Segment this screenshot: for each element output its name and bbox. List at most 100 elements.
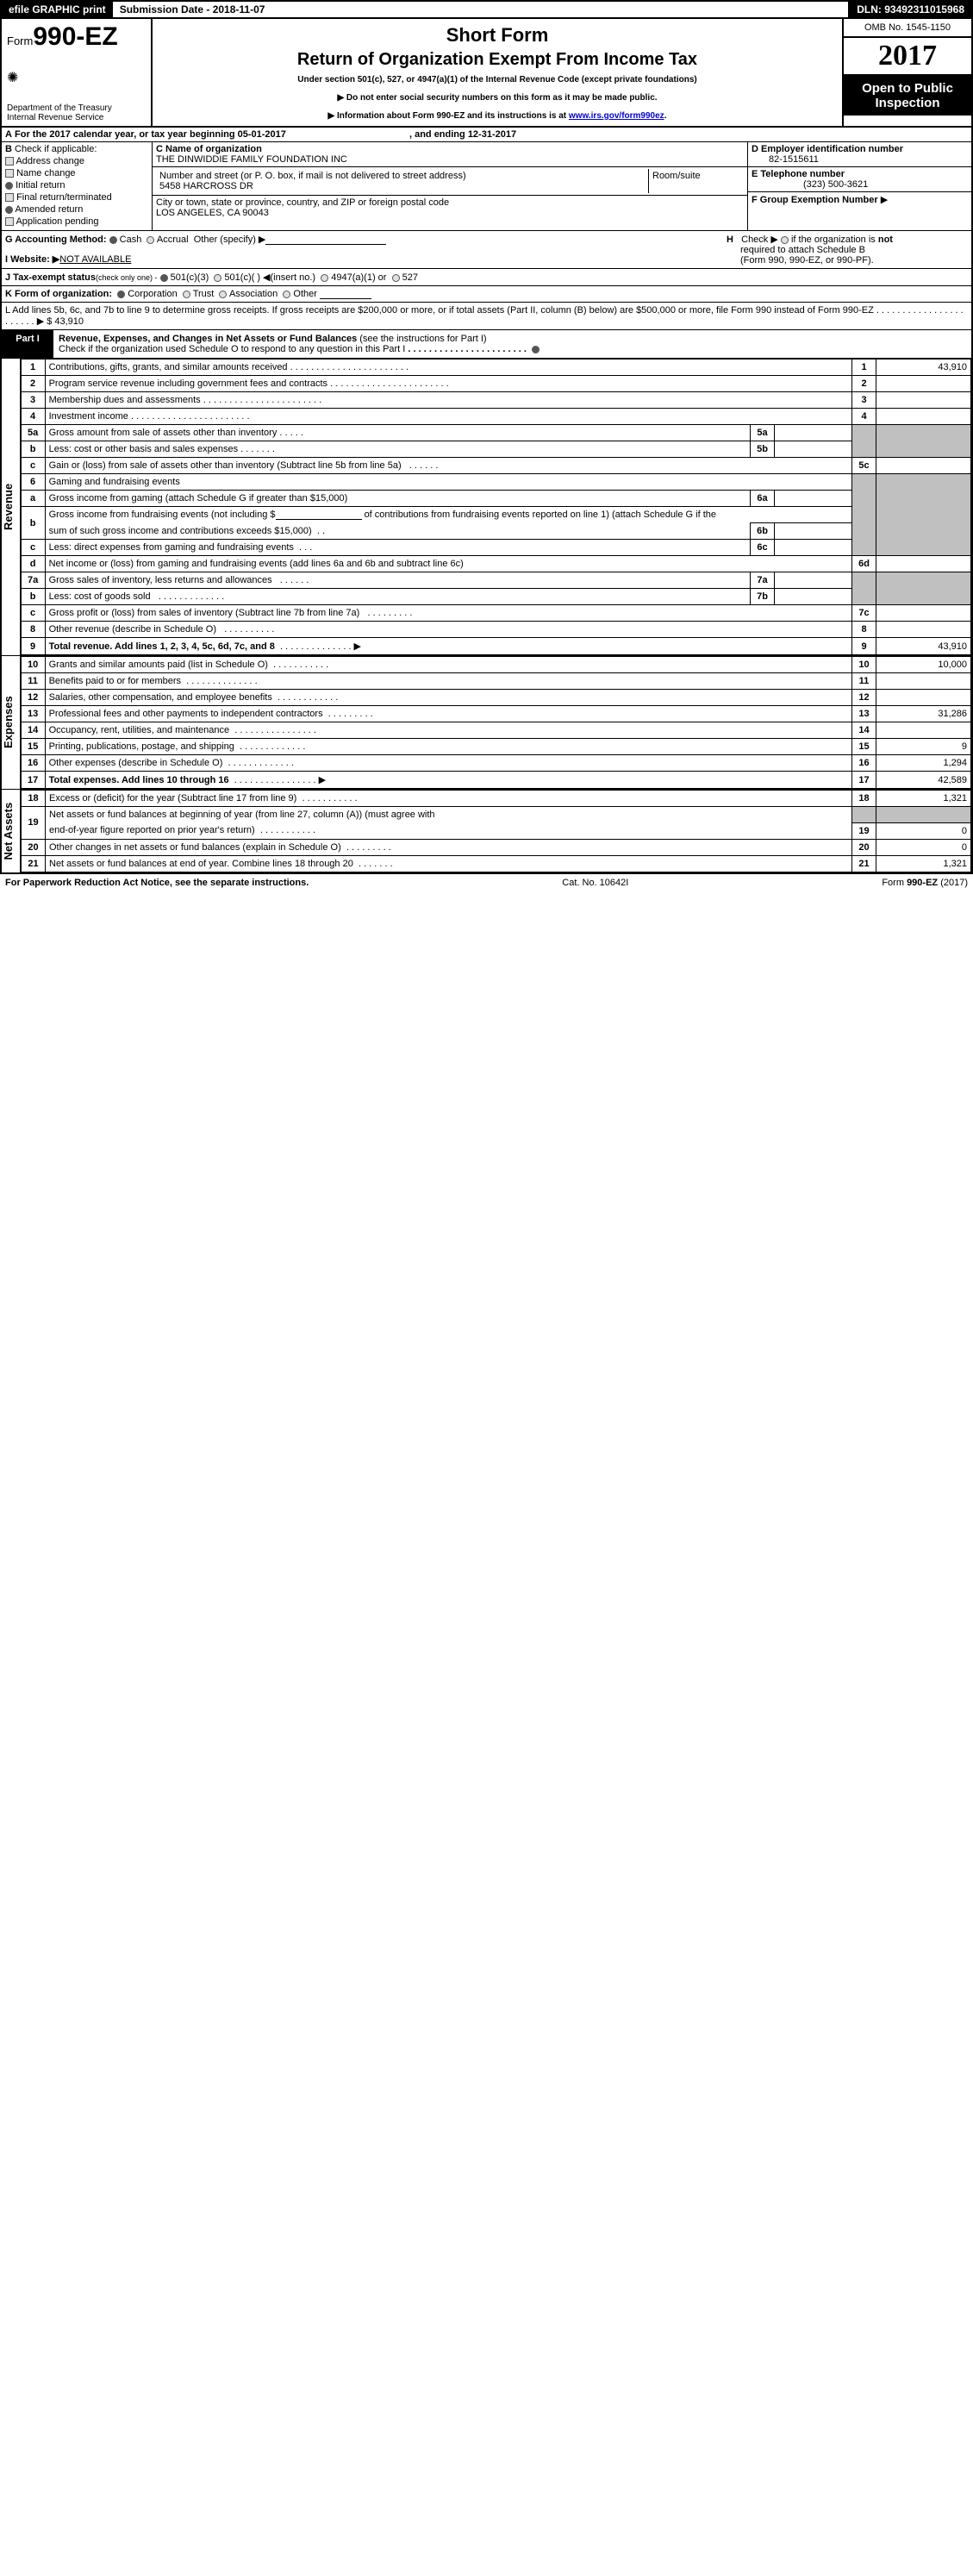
efile-print-label: efile GRAPHIC print bbox=[2, 2, 113, 17]
phone-row: E Telephone number (323) 500-3621 bbox=[748, 167, 971, 192]
checkbox-icon bbox=[5, 206, 13, 214]
revenue-table: 1Contributions, gifts, grants, and simil… bbox=[21, 359, 971, 655]
line13-value: 31,286 bbox=[876, 706, 971, 722]
line16-value: 1,294 bbox=[876, 755, 971, 772]
revenue-vlabel: Revenue bbox=[2, 359, 21, 655]
chk-amended-return[interactable]: Amended return bbox=[5, 204, 148, 215]
section-i: I Website: ▶NOT AVAILABLE bbox=[5, 253, 727, 265]
line1-value: 43,910 bbox=[876, 360, 971, 376]
table-row: cGain or (loss) from sale of assets othe… bbox=[21, 458, 970, 474]
section-g: G Accounting Method: Cash Accrual Other … bbox=[5, 234, 727, 266]
table-row: bLess: cost or other basis and sales exp… bbox=[21, 441, 970, 458]
table-row: 13Professional fees and other payments t… bbox=[21, 706, 970, 722]
header-center: Short Form Return of Organization Exempt… bbox=[153, 19, 842, 126]
radio-icon[interactable] bbox=[147, 236, 154, 244]
subtitle: Under section 501(c), 527, or 4947(a)(1)… bbox=[158, 75, 837, 84]
chk-final-return[interactable]: Final return/terminated bbox=[5, 192, 148, 203]
table-row: 16Other expenses (describe in Schedule O… bbox=[21, 755, 970, 772]
dept-label: Department of the Treasury Internal Reve… bbox=[7, 103, 146, 122]
part1-header: Part I Revenue, Expenses, and Changes in… bbox=[2, 330, 971, 359]
expenses-vlabel: Expenses bbox=[2, 656, 21, 789]
chk-name-change[interactable]: Name change bbox=[5, 168, 148, 178]
chk-address-change[interactable]: Address change bbox=[5, 156, 148, 166]
city-state-zip: LOS ANGELES, CA 90043 bbox=[156, 208, 269, 218]
table-row: dNet income or (loss) from gaming and fu… bbox=[21, 556, 970, 572]
table-row: 17Total expenses. Add lines 10 through 1… bbox=[21, 772, 970, 789]
table-row: 7aGross sales of inventory, less returns… bbox=[21, 572, 970, 589]
checkbox-icon bbox=[5, 157, 14, 166]
section-k: K Form of organization: Corporation Trus… bbox=[2, 286, 971, 303]
section-gh: G Accounting Method: Cash Accrual Other … bbox=[2, 231, 971, 269]
table-row: 12Salaries, other compensation, and empl… bbox=[21, 690, 970, 706]
table-row: 10Grants and similar amounts paid (list … bbox=[21, 657, 970, 673]
radio-icon[interactable] bbox=[117, 291, 125, 298]
table-row: 3Membership dues and assessments3 bbox=[21, 392, 970, 409]
table-row: cLess: direct expenses from gaming and f… bbox=[21, 540, 970, 556]
radio-icon[interactable] bbox=[109, 236, 117, 244]
line17-value: 42,589 bbox=[876, 772, 971, 789]
table-row: 2Program service revenue including gover… bbox=[21, 376, 970, 392]
header-left: Form990-EZ ✺ Department of the Treasury … bbox=[2, 19, 153, 126]
dln-label: DLN: 93492311015968 bbox=[850, 2, 971, 17]
line20-value: 0 bbox=[876, 839, 971, 855]
submission-date: Submission Date - 2018-11-07 bbox=[113, 2, 851, 17]
part1-title: Revenue, Expenses, and Changes in Net As… bbox=[53, 330, 971, 358]
form-number: Form990-EZ bbox=[7, 22, 146, 52]
form-prefix: Form bbox=[7, 34, 33, 47]
checkbox-icon bbox=[5, 169, 14, 178]
radio-icon[interactable] bbox=[160, 274, 168, 282]
expenses-table: 10Grants and similar amounts paid (list … bbox=[21, 656, 971, 789]
treasury-seal-icon: ✺ bbox=[7, 69, 146, 86]
other-input[interactable] bbox=[320, 289, 371, 299]
instr1: ▶ Do not enter social security numbers o… bbox=[158, 93, 837, 103]
fundraising-amount-input[interactable] bbox=[276, 510, 362, 520]
addr-row: Number and street (or P. O. box, if mail… bbox=[153, 167, 747, 196]
table-row: aGross income from gaming (attach Schedu… bbox=[21, 491, 970, 507]
table-row: 11Benefits paid to or for members . . . … bbox=[21, 673, 970, 690]
other-specify-input[interactable] bbox=[265, 234, 386, 245]
radio-icon[interactable] bbox=[781, 236, 789, 244]
arrow-icon: ▶ bbox=[37, 316, 44, 327]
short-form-title: Short Form bbox=[158, 24, 837, 47]
form990ez-link[interactable]: www.irs.gov/form990ez bbox=[569, 111, 664, 121]
street-address: 5458 HARCROSS DR bbox=[159, 181, 253, 191]
table-row: 1Contributions, gifts, grants, and simil… bbox=[21, 360, 970, 376]
tax-year: 2017 bbox=[844, 38, 971, 76]
org-name: THE DINWIDDIE FAMILY FOUNDATION INC bbox=[156, 154, 347, 165]
table-row: 18Excess or (deficit) for the year (Subt… bbox=[22, 791, 971, 807]
line18-value: 1,321 bbox=[876, 791, 971, 807]
group-exemption-row: F Group Exemption Number ▶ bbox=[748, 192, 971, 207]
footer: For Paperwork Reduction Act Notice, see … bbox=[0, 874, 973, 891]
radio-icon[interactable] bbox=[321, 274, 328, 282]
header-right: OMB No. 1545-1150 2017 Open to Public In… bbox=[842, 19, 971, 126]
topbar: efile GRAPHIC print Submission Date - 20… bbox=[2, 2, 971, 19]
phone-value: (323) 500-3621 bbox=[803, 179, 868, 190]
table-row: 8Other revenue (describe in Schedule O) … bbox=[21, 622, 970, 638]
main-title: Return of Organization Exempt From Incom… bbox=[158, 50, 837, 70]
room-suite: Room/suite bbox=[649, 169, 744, 193]
ein-value: 82-1515611 bbox=[769, 154, 819, 165]
line10-value: 10,000 bbox=[876, 657, 971, 673]
chk-application-pending[interactable]: Application pending bbox=[5, 216, 148, 227]
table-row: 21Net assets or fund balances at end of … bbox=[22, 855, 971, 872]
section-l: L Add lines 5b, 6c, and 7b to line 9 to … bbox=[2, 303, 971, 330]
table-row: bGross income from fundraising events (n… bbox=[21, 507, 970, 523]
revenue-section: Revenue 1Contributions, gifts, grants, a… bbox=[2, 359, 971, 656]
netassets-section: Net Assets 18Excess or (deficit) for the… bbox=[2, 790, 971, 872]
table-row: 15Printing, publications, postage, and s… bbox=[21, 739, 970, 755]
radio-icon[interactable] bbox=[283, 291, 290, 298]
radio-icon[interactable] bbox=[214, 274, 221, 282]
netassets-vlabel: Net Assets bbox=[2, 790, 21, 872]
open-to-public: Open to Public Inspection bbox=[844, 76, 971, 116]
table-row: 14Occupancy, rent, utilities, and mainte… bbox=[21, 722, 970, 739]
chk-initial-return[interactable]: Initial return bbox=[5, 180, 148, 191]
checkbox-icon[interactable] bbox=[532, 346, 540, 353]
dept1: Department of the Treasury bbox=[7, 103, 146, 113]
ein-row: D Employer identification number 82-1515… bbox=[748, 142, 971, 167]
expenses-section: Expenses 10Grants and similar amounts pa… bbox=[2, 656, 971, 790]
radio-icon[interactable] bbox=[183, 291, 190, 298]
radio-icon[interactable] bbox=[392, 274, 400, 282]
part1-label: Part I bbox=[2, 330, 53, 358]
section-c: C Name of organization THE DINWIDDIE FAM… bbox=[153, 142, 747, 230]
radio-icon[interactable] bbox=[219, 291, 227, 298]
